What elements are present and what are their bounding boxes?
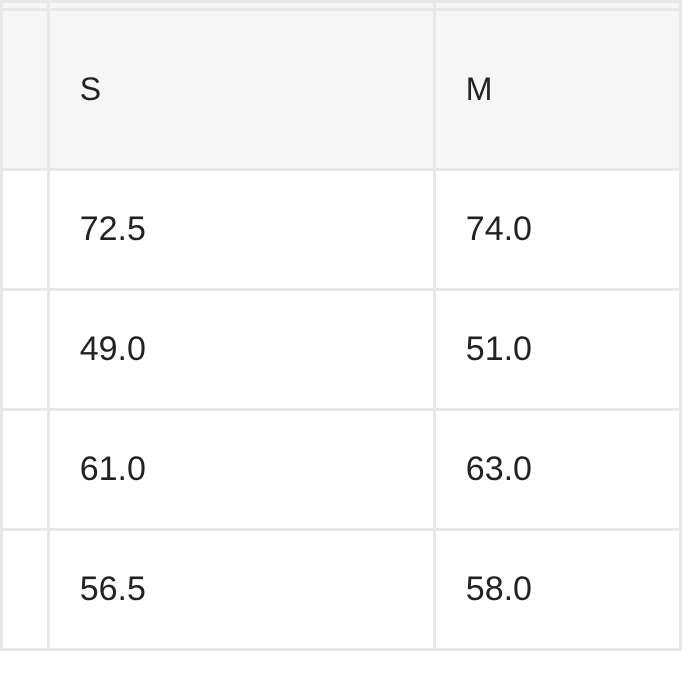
cell-s: 49.0 — [48, 290, 434, 410]
table-row: 56.5 58.0 — [2, 530, 681, 650]
cell-m: 51.0 — [434, 290, 680, 410]
table-row: 72.5 74.0 — [2, 170, 681, 290]
table-header-row: S M — [2, 10, 681, 170]
cell-s: 56.5 — [48, 530, 434, 650]
cell-m: 58.0 — [434, 530, 680, 650]
table-row: 61.0 63.0 — [2, 410, 681, 530]
cell-s: 72.5 — [48, 170, 434, 290]
cell-stub — [2, 410, 49, 530]
table-row: 49.0 51.0 — [2, 290, 681, 410]
cell-m: 63.0 — [434, 410, 680, 530]
cell-m: 74.0 — [434, 170, 680, 290]
column-header-s: S — [48, 10, 434, 170]
cell-stub — [2, 170, 49, 290]
table-viewport: S M 72.5 74.0 49.0 51.0 61.0 63.0 — [0, 0, 682, 682]
column-header-m: M — [434, 10, 680, 170]
cell-stub — [2, 290, 49, 410]
cell-s: 61.0 — [48, 410, 434, 530]
cell-stub — [2, 530, 49, 650]
table-top-edge — [2, 2, 681, 10]
size-table: S M 72.5 74.0 49.0 51.0 61.0 63.0 — [0, 0, 682, 651]
column-header-stub — [2, 10, 49, 170]
